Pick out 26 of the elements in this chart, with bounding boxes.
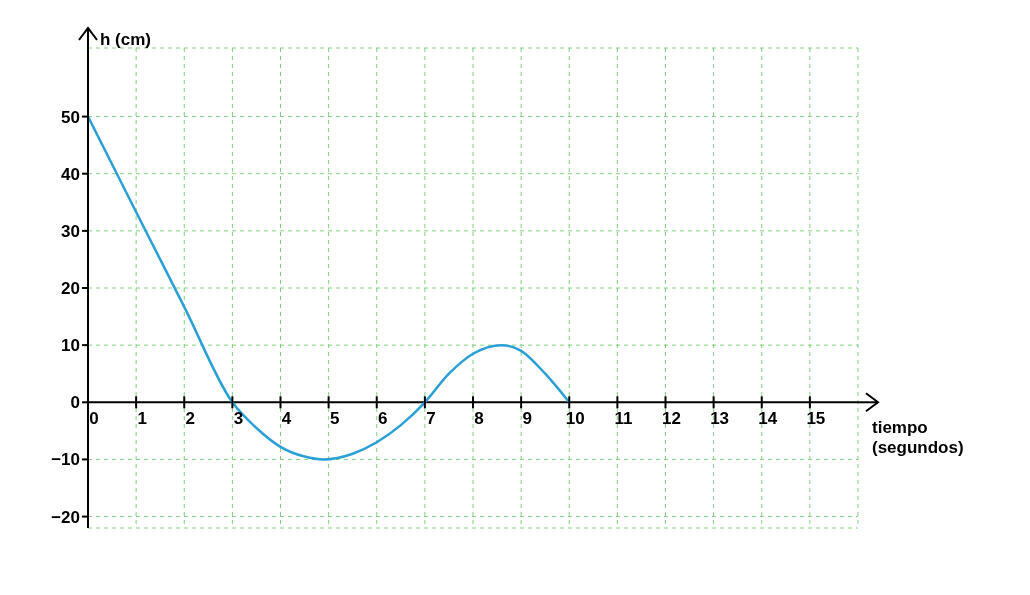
y-tick-label: 50 xyxy=(61,107,80,127)
x-tick-label: 11 xyxy=(614,409,633,429)
y-tick-label: 20 xyxy=(61,279,80,299)
x-tick-label: 2 xyxy=(185,409,195,429)
y-axis-title: h (cm) xyxy=(100,30,151,50)
x-tick-label: 6 xyxy=(378,409,388,429)
x-tick-label: 12 xyxy=(662,409,681,429)
y-tick-label: 30 xyxy=(61,221,80,241)
y-tick-label: 0 xyxy=(70,393,80,413)
x-tick-label: 0 xyxy=(89,409,99,429)
x-tick-label: 14 xyxy=(758,409,778,429)
y-tick-label: −20 xyxy=(51,507,80,527)
x-tick-label: 13 xyxy=(710,409,730,429)
x-tick-label: 4 xyxy=(281,409,292,429)
x-tick-label: 8 xyxy=(474,409,484,429)
y-tick-label: −10 xyxy=(51,450,80,470)
x-axis-title: tiempo (segundos) xyxy=(872,418,964,459)
x-tick-label: 10 xyxy=(565,409,585,429)
y-tick-label: 40 xyxy=(61,164,80,184)
x-tick-label: 3 xyxy=(233,409,244,429)
x-tick-label: 7 xyxy=(426,409,436,429)
x-tick-label: 5 xyxy=(329,409,340,429)
x-tick-label: 15 xyxy=(806,409,826,429)
x-tick-label: 9 xyxy=(522,409,532,429)
y-tick-label: 10 xyxy=(61,336,80,356)
x-tick-label: 1 xyxy=(137,409,147,429)
